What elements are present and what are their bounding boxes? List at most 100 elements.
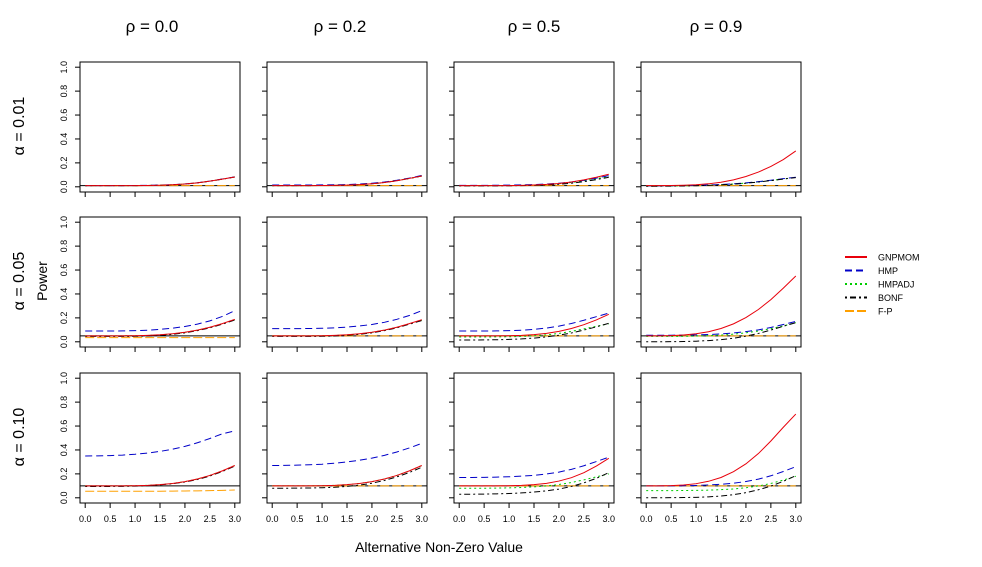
panel-alpha-0.10-rho-0.2: 0.0 0.5 1.0 1.5 2.0 2.5 3.0 bbox=[262, 372, 429, 524]
series-line-bonf bbox=[272, 320, 422, 337]
series-line-hmp bbox=[646, 176, 796, 187]
x-tick-label: 0.0 bbox=[640, 514, 653, 524]
series-line-bonf bbox=[85, 319, 235, 337]
series-line-hmpadj bbox=[85, 176, 235, 187]
y-tick-label: 0.6 bbox=[59, 420, 69, 433]
legend-label-bonf: BONF bbox=[878, 293, 904, 303]
series-line-bonf bbox=[272, 175, 422, 187]
y-axis-title: Power bbox=[34, 261, 50, 301]
series-line-hmpadj bbox=[85, 465, 235, 487]
y-tick-label: 0.6 bbox=[59, 264, 69, 277]
y-tick-label: 0.0 bbox=[59, 181, 69, 194]
series-line-bonf bbox=[85, 176, 235, 187]
col-header-rho-0.0: ρ = 0.0 bbox=[126, 17, 179, 36]
x-tick-label: 3.0 bbox=[603, 514, 616, 524]
series-line-hmpadj bbox=[459, 323, 609, 338]
col-header-rho-0.2: ρ = 0.2 bbox=[314, 17, 367, 36]
col-header-rho-0.5: ρ = 0.5 bbox=[508, 17, 561, 36]
series-line-gnpmom bbox=[459, 313, 610, 337]
col-header-rho-0.9: ρ = 0.9 bbox=[690, 17, 743, 36]
series-line-hmp bbox=[272, 310, 422, 330]
y-tick-label: 0.4 bbox=[59, 133, 69, 146]
panel-frame bbox=[266, 216, 428, 348]
panel-alpha-0.05-rho-0.9 bbox=[636, 216, 802, 352]
series-line-bonf bbox=[646, 475, 797, 499]
series-line-hmp bbox=[646, 466, 796, 487]
panel-alpha-0.10-rho-0.9: 0.0 0.5 1.0 1.5 2.0 2.5 3.0 bbox=[636, 372, 803, 524]
panel-frame bbox=[79, 61, 241, 193]
panel-alpha-0.01-rho-0.2 bbox=[262, 61, 428, 197]
series-line-bonf bbox=[459, 472, 610, 495]
panel-alpha-0.01-rho-0.5 bbox=[449, 61, 615, 197]
series-line-f-p bbox=[85, 489, 235, 492]
x-tick-label: 0.5 bbox=[104, 514, 117, 524]
y-tick-label: 1.0 bbox=[59, 372, 69, 385]
x-tick-label: 1.0 bbox=[316, 514, 329, 524]
panel-alpha-0.05-rho-0.0: 0.0 0.2 0.4 0.6 0.8 1.0 bbox=[59, 216, 241, 352]
panel-alpha-0.01-rho-0.9 bbox=[636, 61, 802, 197]
panel-frame bbox=[79, 216, 241, 348]
y-tick-label: 0.0 bbox=[59, 492, 69, 505]
series-line-gnpmom bbox=[272, 319, 422, 337]
series-line-gnpmom bbox=[272, 175, 422, 187]
row-header-alpha-0.10: α = 0.10 bbox=[11, 408, 28, 467]
series-line-gnpmom bbox=[85, 318, 235, 337]
series-line-hmp bbox=[272, 442, 422, 467]
series-line-gnpmom bbox=[272, 465, 422, 487]
x-tick-label: 2.5 bbox=[765, 514, 778, 524]
y-tick-label: 0.2 bbox=[59, 157, 69, 170]
panel-alpha-0.05-rho-0.5 bbox=[449, 216, 615, 352]
series-line-hmpadj bbox=[646, 475, 796, 492]
series-line-hmp bbox=[459, 312, 609, 332]
x-tick-label: 2.5 bbox=[578, 514, 591, 524]
series-line-hmpadj bbox=[85, 319, 235, 337]
series-line-bonf bbox=[646, 322, 796, 343]
y-tick-label: 0.6 bbox=[59, 109, 69, 122]
x-tick-label: 2.5 bbox=[391, 514, 404, 524]
x-tick-label: 1.5 bbox=[715, 514, 728, 524]
x-tick-label: 2.0 bbox=[366, 514, 379, 524]
x-tick-label: 0.5 bbox=[665, 514, 678, 524]
series-line-hmp bbox=[459, 175, 609, 186]
series-line-hmpadj bbox=[272, 319, 422, 337]
panel-alpha-0.05-rho-0.2 bbox=[262, 216, 428, 352]
y-tick-label: 0.2 bbox=[59, 468, 69, 481]
series-line-bonf bbox=[646, 177, 796, 187]
x-tick-label: 3.0 bbox=[416, 514, 429, 524]
y-tick-label: 0.8 bbox=[59, 396, 69, 409]
panel-grid: 0.00.20.40.60.81.00.00.20.40.60.81.00.00… bbox=[59, 61, 802, 524]
legend-label-hmp: HMP bbox=[878, 266, 898, 276]
x-tick-label: 1.5 bbox=[154, 514, 167, 524]
y-tick-label: 1.0 bbox=[59, 61, 69, 74]
panel-frame bbox=[453, 61, 615, 193]
legend-label-f-p: F-P bbox=[878, 307, 893, 317]
x-tick-label: 2.5 bbox=[204, 514, 217, 524]
y-tick-label: 1.0 bbox=[59, 216, 69, 229]
series-line-hmpadj bbox=[646, 322, 796, 337]
x-tick-label: 0.0 bbox=[266, 514, 279, 524]
x-tick-label: 0.5 bbox=[478, 514, 491, 524]
x-tick-label: 1.0 bbox=[690, 514, 703, 524]
panel-frame bbox=[640, 61, 802, 193]
x-tick-label: 3.0 bbox=[790, 514, 803, 524]
x-tick-label: 1.0 bbox=[503, 514, 516, 524]
x-tick-label: 1.0 bbox=[129, 514, 142, 524]
series-line-gnpmom bbox=[646, 150, 797, 187]
x-tick-label: 2.0 bbox=[740, 514, 753, 524]
series-line-gnpmom bbox=[646, 275, 797, 337]
x-tick-label: 0.0 bbox=[453, 514, 466, 524]
series-line-bonf bbox=[85, 465, 235, 487]
legend: GNPMOM HMP HMPADJ BONF F-P bbox=[845, 253, 920, 317]
x-tick-label: 2.0 bbox=[179, 514, 192, 524]
series-line-hmp bbox=[85, 310, 236, 332]
x-tick-label: 0.5 bbox=[291, 514, 304, 524]
panel-alpha-0.01-rho-0.0: 0.0 0.2 0.4 0.6 0.8 1.0 bbox=[59, 61, 241, 197]
y-tick-label: 0.4 bbox=[59, 444, 69, 457]
x-tick-label: 1.5 bbox=[528, 514, 541, 524]
panel-frame bbox=[266, 61, 428, 193]
series-line-gnpmom bbox=[459, 457, 610, 487]
y-tick-label: 0.8 bbox=[59, 240, 69, 253]
x-tick-label: 1.5 bbox=[341, 514, 354, 524]
panel-alpha-0.10-rho-0.0: 0.0 0.2 0.4 0.6 0.8 1.0 0.0 0.5 1.0 1.5 2.0 2.5 3.0 bbox=[59, 372, 241, 524]
panel-frame bbox=[79, 372, 241, 504]
